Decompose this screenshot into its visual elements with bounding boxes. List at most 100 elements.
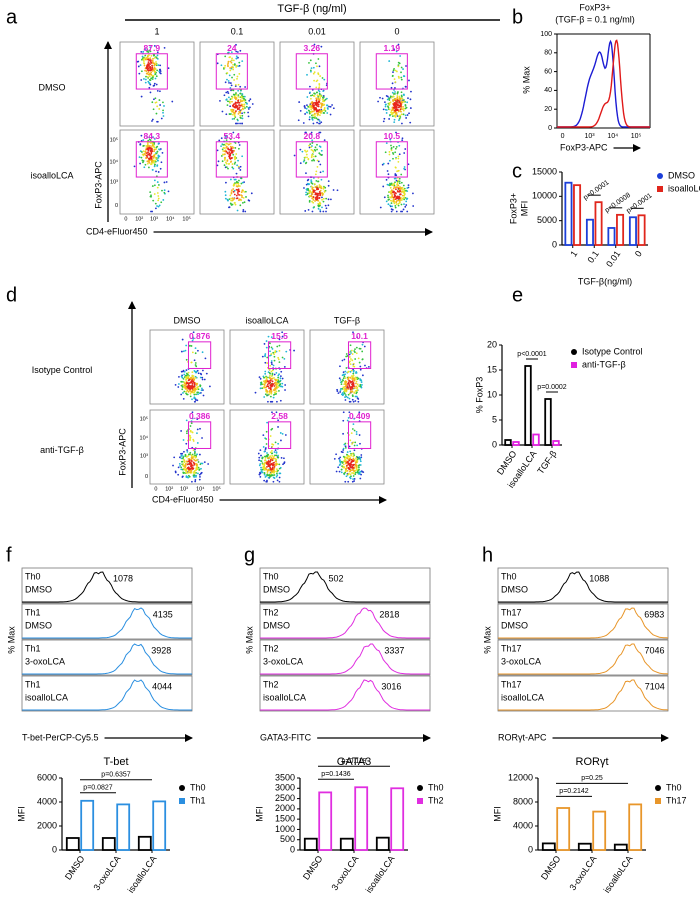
cell-dot (230, 61, 232, 63)
legend-marker (571, 349, 577, 355)
gate-percentage: 1.19 (384, 43, 401, 53)
cell-dot (330, 106, 332, 108)
cell-dot (362, 344, 364, 346)
cell-dot (186, 456, 188, 458)
panel-letter: c (512, 160, 522, 182)
cell-dot (408, 112, 410, 114)
y-tick-label: 1500 (275, 814, 295, 824)
panel-letter: h (482, 544, 493, 566)
cell-dot (156, 105, 158, 107)
cell-dot (235, 94, 237, 96)
cell-dot (322, 77, 324, 79)
cell-dot (334, 458, 336, 460)
cell-dot (282, 433, 284, 435)
cell-dot (379, 97, 381, 99)
cell-dot (227, 200, 229, 202)
cell-dot (312, 202, 314, 204)
cell-dot (403, 168, 405, 170)
cell-dot (143, 150, 145, 152)
cell-dot (392, 184, 394, 186)
cell-dot (349, 354, 351, 356)
panel-letter: d (6, 284, 17, 306)
cell-dot (284, 366, 286, 368)
cell-dot (263, 480, 265, 482)
y-tick-label: 0 (492, 439, 497, 449)
cell-dot (262, 472, 264, 474)
p-value: p=0.0002 (537, 384, 566, 391)
cell-dot (387, 195, 389, 197)
cell-dot (239, 144, 241, 146)
cell-dot (164, 182, 166, 184)
cell-dot (239, 115, 241, 117)
cell-dot (156, 101, 158, 103)
cell-dot (315, 97, 317, 99)
cell-dot (258, 453, 260, 455)
cell-dot (234, 156, 236, 158)
cell-dot (233, 185, 235, 187)
cell-dot (360, 369, 362, 371)
cell-dot (280, 400, 282, 402)
cell-dot (143, 63, 145, 65)
cell-dot (204, 379, 206, 381)
cell-dot (294, 155, 296, 157)
cell-dot (243, 191, 245, 193)
cell-dot (398, 205, 400, 207)
cell-dot (238, 111, 240, 113)
cell-dot (217, 149, 219, 151)
y-tick-label: 60 (544, 68, 552, 75)
cell-dot (235, 179, 237, 181)
cell-dot (154, 193, 156, 195)
cell-dot (313, 123, 315, 125)
cell-dot (397, 158, 399, 160)
legend-label: Th2 (428, 795, 444, 805)
cell-dot (394, 203, 396, 205)
cell-dot (150, 77, 152, 79)
cell-dot (264, 373, 266, 375)
legend-label: Th0 (190, 782, 206, 792)
cell-dot (313, 67, 315, 69)
cell-dot (227, 168, 229, 170)
sample-treatment: isoalloLCA (501, 692, 544, 702)
legend-label: Isotype Control (582, 346, 643, 356)
bar (341, 839, 353, 850)
cell-dot (398, 107, 400, 109)
cell-dot (401, 67, 403, 69)
cell-dot (244, 211, 246, 213)
cell-dot (359, 348, 361, 350)
cell-dot (383, 120, 385, 122)
cell-dot (207, 463, 209, 465)
x-tick-label: 10⁵ (631, 133, 642, 140)
cell-dot (145, 164, 147, 166)
cell-dot (309, 116, 311, 118)
cell-dot (231, 84, 233, 86)
cell-dot (319, 120, 321, 122)
cell-dot (266, 481, 268, 483)
cell-dot (272, 467, 274, 469)
cell-dot (235, 92, 237, 94)
legend-label: Th0 (428, 782, 444, 792)
cell-dot (168, 67, 170, 69)
cell-dot (266, 340, 268, 342)
cell-dot (389, 114, 391, 116)
cell-dot (193, 474, 195, 476)
cell-dot (350, 377, 352, 379)
cell-dot (182, 475, 184, 477)
cell-dot (157, 55, 159, 57)
y-tick-label: 10⁴ (140, 435, 149, 442)
panel-letter: a (6, 6, 18, 28)
bar (513, 442, 519, 445)
cell-dot (186, 449, 188, 451)
cell-dot (185, 369, 187, 371)
cell-dot (314, 200, 316, 202)
y-tick-label: 3500 (275, 772, 295, 782)
cell-dot (350, 363, 352, 365)
cell-dot (316, 193, 318, 195)
cell-dot (341, 381, 343, 383)
cell-dot (199, 476, 201, 478)
cell-dot (156, 69, 158, 71)
cell-dot (236, 119, 238, 121)
cell-dot (246, 106, 248, 108)
cell-dot (235, 84, 237, 86)
cell-dot (274, 360, 276, 362)
cell-dot (244, 201, 246, 203)
